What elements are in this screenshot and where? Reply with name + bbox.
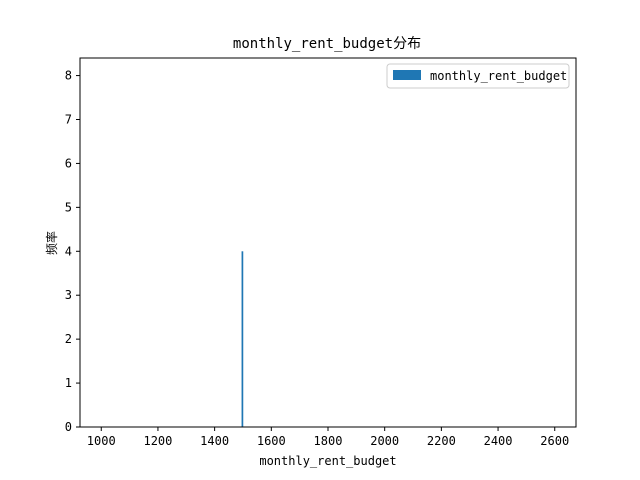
x-axis-ticks: 1000 1200 1400 1600 1800 2000 2200 2400 2600	[87, 427, 569, 448]
legend-label: monthly_rent_budget	[430, 69, 567, 83]
x-tick-label: 2600	[540, 434, 569, 448]
bars-layer	[241, 251, 244, 427]
y-tick-label: 6	[65, 156, 72, 170]
x-tick-label: 2200	[427, 434, 456, 448]
x-tick-label: 1400	[200, 434, 229, 448]
y-tick-label: 0	[65, 420, 72, 434]
y-tick-label: 1	[65, 376, 72, 390]
legend-swatch	[393, 70, 421, 80]
histogram-bar	[241, 251, 244, 427]
y-tick-label: 4	[65, 244, 72, 258]
legend: monthly_rent_budget	[386, 63, 570, 89]
y-tick-label: 8	[65, 69, 72, 83]
x-tick-label: 2000	[370, 434, 399, 448]
y-tick-label: 2	[65, 332, 72, 346]
x-tick-label: 1600	[257, 434, 286, 448]
x-tick-label: 2400	[484, 434, 513, 448]
y-tick-label: 5	[65, 200, 72, 214]
x-tick-label: 1200	[143, 434, 172, 448]
y-tick-label: 3	[65, 288, 72, 302]
y-tick-label: 7	[65, 113, 72, 127]
chart-title: monthly_rent_budget分布	[233, 36, 421, 52]
y-axis-label: 频率	[44, 231, 59, 255]
x-tick-label: 1800	[314, 434, 343, 448]
legend-box	[386, 63, 570, 89]
x-axis-label: monthly_rent_budget	[259, 454, 396, 468]
y-axis-ticks: 0 1 2 3 4 5 6 7 8	[65, 69, 80, 434]
x-tick-label: 1000	[87, 434, 116, 448]
